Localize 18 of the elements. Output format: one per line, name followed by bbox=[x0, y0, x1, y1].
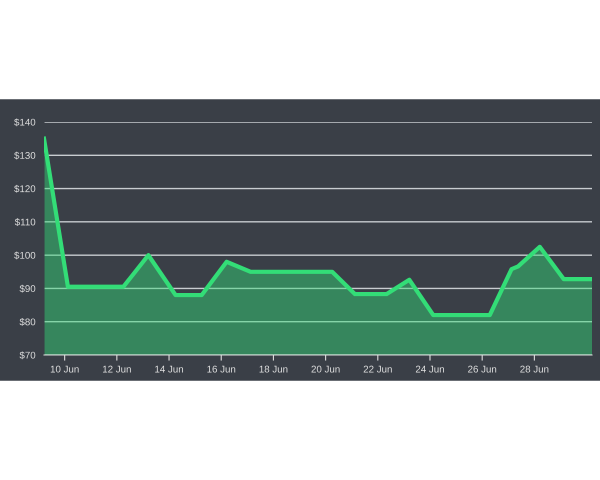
y-tick-label: $110 bbox=[14, 218, 36, 226]
x-tick-label: 24 Jun bbox=[416, 366, 444, 373]
x-tick-label: 26 Jun bbox=[468, 366, 496, 373]
x-tick-label: 16 Jun bbox=[207, 366, 236, 373]
x-tick-label: 28 Jun bbox=[520, 366, 548, 373]
y-tick-label: $100 bbox=[14, 251, 36, 260]
y-tick-label: $130 bbox=[14, 152, 36, 160]
x-tick-label: 14 Jun bbox=[155, 366, 184, 373]
y-tick-label: $90 bbox=[20, 284, 36, 293]
y-tick-label: $120 bbox=[14, 184, 36, 193]
x-tick-label: 22 Jun bbox=[364, 366, 392, 373]
x-tick-label: 20 Jun bbox=[312, 366, 340, 373]
y-tick-label: $140 bbox=[14, 118, 36, 126]
x-tick-label: 10 Jun bbox=[50, 366, 79, 373]
y-tick-label: $70 bbox=[20, 351, 36, 360]
x-tick-label: 12 Jun bbox=[102, 366, 131, 373]
y-tick-label: $80 bbox=[20, 318, 36, 326]
x-tick-label: 18 Jun bbox=[260, 366, 288, 373]
